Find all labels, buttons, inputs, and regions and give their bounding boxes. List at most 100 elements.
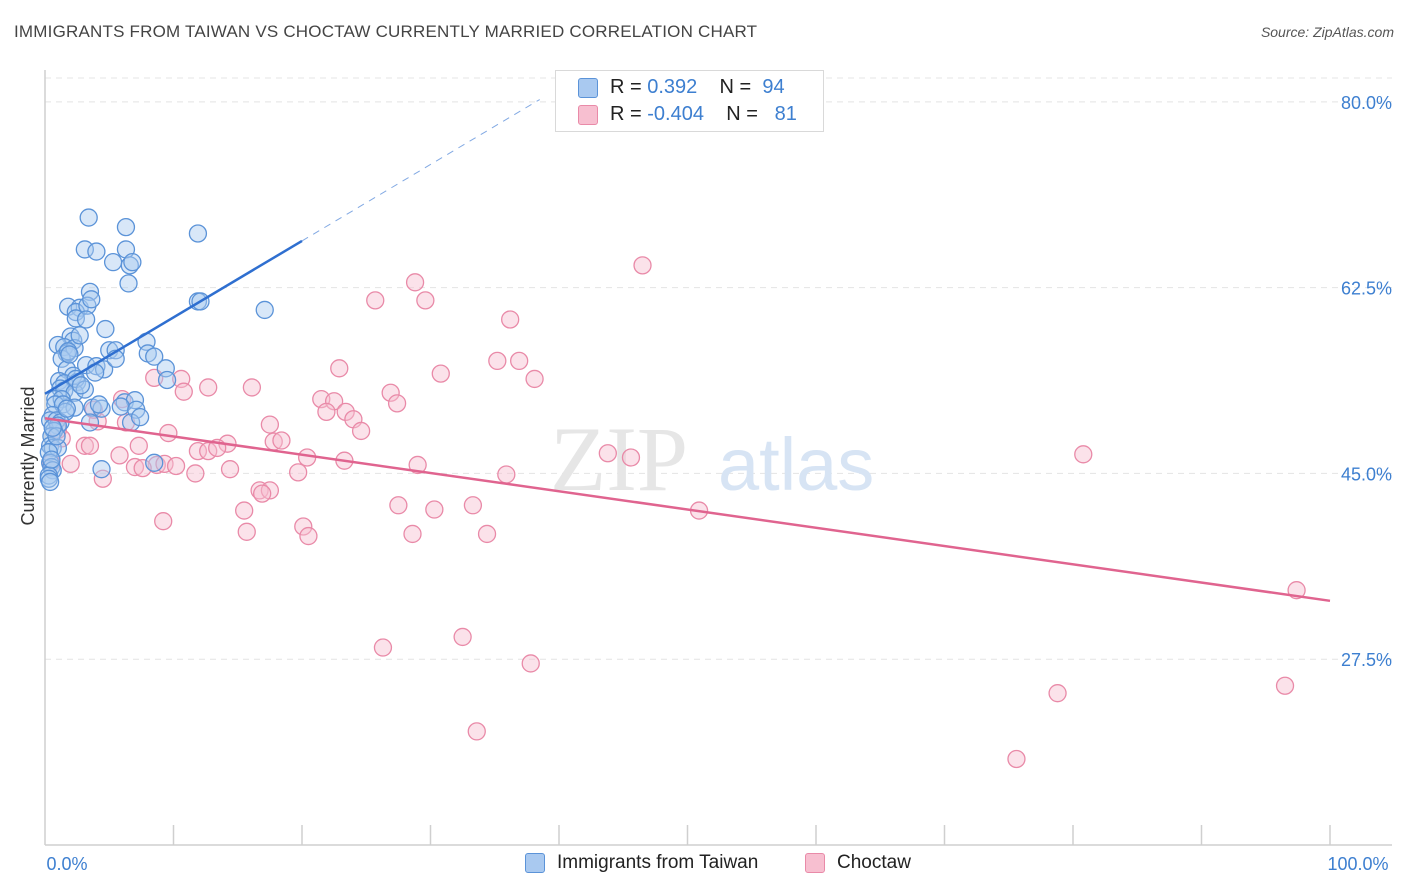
choctaw-point — [633, 256, 652, 275]
y-tick-label: 27.5% — [1341, 650, 1392, 670]
choctaw-point — [93, 469, 112, 488]
choctaw-point — [242, 378, 262, 397]
choctaw-point — [405, 273, 425, 292]
taiwan-point — [123, 253, 142, 272]
legend-swatch-taiwan — [578, 78, 598, 98]
choctaw-point — [154, 512, 173, 531]
choctaw-point — [510, 351, 529, 371]
choctaw-point — [488, 351, 507, 371]
choctaw-point — [467, 722, 486, 741]
choctaw-point — [463, 496, 483, 515]
taiwan-point — [65, 398, 84, 417]
choctaw-point — [381, 383, 400, 402]
y-tick-label: 80.0% — [1341, 93, 1392, 113]
choctaw-point — [129, 436, 148, 455]
choctaw-point — [272, 431, 291, 450]
choctaw-point — [166, 456, 186, 476]
choctaw-point — [1007, 749, 1026, 769]
choctaw-point — [351, 421, 371, 441]
source-credit: Source: ZipAtlas.com — [1260, 24, 1394, 40]
taiwan-point — [66, 302, 85, 322]
choctaw-point — [110, 446, 129, 465]
taiwan-point — [40, 472, 60, 492]
y-tick-label: 62.5% — [1341, 279, 1392, 299]
choctaw-point — [294, 517, 313, 536]
taiwan-point — [82, 290, 101, 309]
choctaw-point — [477, 524, 497, 544]
choctaw-point — [174, 382, 193, 401]
taiwan-point — [70, 326, 89, 345]
trendlines — [44, 99, 1331, 603]
taiwan-point — [116, 217, 136, 237]
taiwan-points — [39, 208, 274, 492]
taiwan-point — [130, 408, 150, 427]
choctaw-point — [159, 423, 178, 443]
choctaw-point — [61, 454, 80, 474]
x-tick-label: 0.0% — [46, 854, 87, 874]
choctaw-point — [299, 526, 318, 546]
taiwan-point — [87, 242, 106, 261]
choctaw-point — [186, 464, 205, 483]
taiwan-point — [43, 418, 62, 437]
taiwan-point — [79, 208, 98, 227]
taiwan-point — [42, 450, 61, 469]
choctaw-point — [317, 402, 336, 421]
watermark: ZIP atlas — [550, 408, 874, 510]
choctaw-point — [366, 291, 385, 310]
bottom-legend-label-taiwan: Immigrants from Taiwan — [557, 852, 759, 873]
choctaw-point — [521, 654, 540, 673]
watermark-atlas: atlas — [718, 423, 874, 506]
choctaw-point — [387, 394, 407, 413]
legend-text-taiwan: R = 0.392 N = 94 — [610, 76, 785, 98]
choctaw-trendline — [44, 416, 1331, 603]
choctaw-point — [1048, 684, 1067, 703]
choctaw-point — [237, 522, 256, 541]
choctaw-point — [453, 627, 472, 647]
choctaw-point — [431, 364, 450, 383]
taiwan-point — [76, 310, 96, 329]
taiwan-trendline — [44, 239, 303, 395]
taiwan-point — [80, 413, 100, 432]
choctaw-point — [253, 484, 272, 503]
choctaw-point — [408, 455, 427, 475]
watermark-zip: ZIP — [550, 408, 688, 510]
choctaw-point — [497, 465, 516, 484]
choctaw-point — [1074, 445, 1093, 464]
choctaw-point — [188, 441, 208, 461]
choctaw-point — [112, 389, 132, 409]
choctaw-point — [336, 402, 355, 421]
choctaw-point — [250, 481, 269, 500]
bottom-legend-swatch-choctaw — [805, 853, 825, 873]
taiwan-point — [71, 376, 91, 395]
choctaw-point — [425, 500, 444, 519]
choctaw-point — [133, 458, 152, 478]
x-tick-label: 100.0% — [1327, 854, 1388, 874]
choctaw-point — [416, 291, 435, 310]
choctaw-point — [373, 638, 393, 657]
legend-text-choctaw: R = -0.404 N = 81 — [610, 103, 797, 125]
taiwan-point — [103, 253, 123, 272]
taiwan-point — [120, 256, 139, 275]
taiwan-point — [96, 319, 115, 339]
choctaw-point — [80, 436, 100, 455]
choctaw-point — [1275, 676, 1295, 695]
taiwan-point — [188, 224, 208, 243]
choctaw-point — [621, 448, 641, 467]
choctaw-point — [598, 444, 617, 463]
taiwan-point — [60, 345, 79, 364]
taiwan-point — [57, 399, 76, 418]
choctaw-point — [501, 310, 520, 329]
bottom-legend-label-choctaw: Choctaw — [837, 852, 911, 873]
taiwan-point — [89, 395, 109, 414]
legend-swatch-choctaw — [578, 105, 598, 125]
taiwan-point — [80, 282, 100, 302]
choctaw-point — [330, 359, 349, 378]
y-tick-label: 45.0% — [1341, 464, 1392, 484]
choctaw-point — [75, 436, 94, 455]
taiwan-point — [145, 453, 164, 472]
choctaw-point — [389, 496, 408, 515]
choctaw-point — [199, 378, 218, 397]
choctaw-point — [147, 455, 166, 475]
chart-title: IMMIGRANTS FROM TAIWAN VS CHOCTAW CURREN… — [14, 22, 758, 41]
